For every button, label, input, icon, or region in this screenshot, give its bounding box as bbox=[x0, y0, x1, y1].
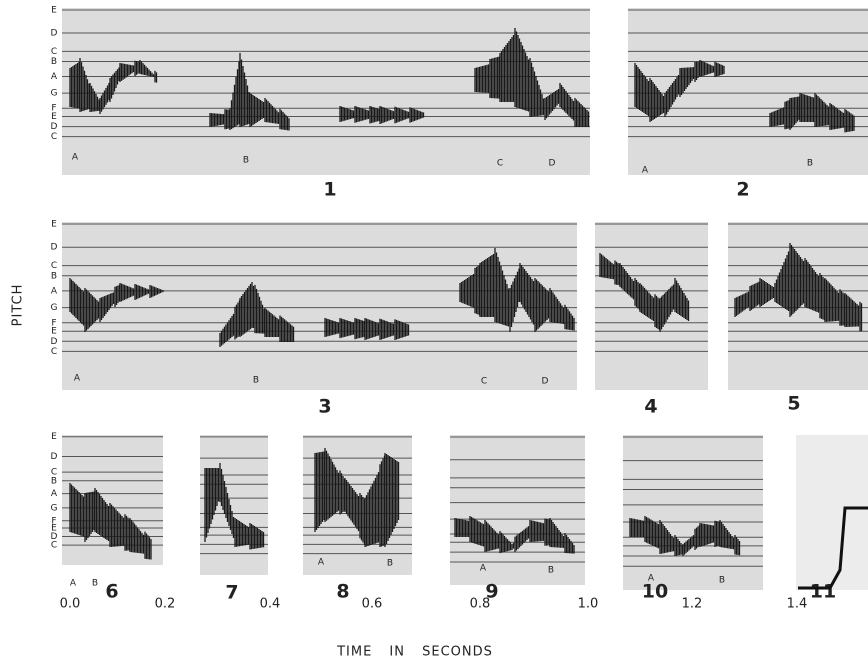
pitch-label: B bbox=[51, 57, 57, 67]
panel-number: 8 bbox=[336, 581, 349, 603]
panel-background bbox=[62, 222, 577, 390]
segment-label: A bbox=[480, 564, 487, 574]
segment-label: C bbox=[481, 377, 487, 387]
panel-number: 9 bbox=[485, 581, 498, 603]
panel-number: 7 bbox=[225, 582, 238, 604]
pitch-label: A bbox=[51, 489, 58, 499]
segment-label: A bbox=[70, 579, 77, 589]
panel-number: 6 bbox=[105, 581, 118, 603]
time-tick-label: 1.4 bbox=[787, 597, 808, 612]
pitch-label: G bbox=[51, 89, 58, 99]
step-trace bbox=[798, 506, 868, 590]
time-tick-label: 0.8 bbox=[470, 597, 491, 612]
segment-label: D bbox=[549, 159, 556, 169]
pitch-label: D bbox=[51, 243, 58, 253]
time-tick-label: 1.2 bbox=[682, 597, 703, 612]
pitch-label: F bbox=[51, 318, 56, 328]
pitch-label: C bbox=[51, 47, 57, 57]
pitch-label: C bbox=[51, 541, 57, 551]
panel-number: 1 bbox=[323, 179, 336, 201]
pitch-label: F bbox=[51, 104, 56, 114]
time-tick-label: 1.0 bbox=[578, 597, 599, 612]
panel-number: 2 bbox=[736, 179, 749, 201]
segment-label: A bbox=[648, 574, 655, 584]
segment-label: B bbox=[253, 376, 259, 386]
pitch-label: F bbox=[51, 516, 56, 526]
pitch-label: G bbox=[51, 503, 58, 513]
segment-label: D bbox=[542, 377, 549, 387]
panel-number: 10 bbox=[642, 581, 668, 603]
pitch-label: A bbox=[51, 72, 58, 82]
segment-label: C bbox=[497, 159, 503, 169]
panel-number: 4 bbox=[644, 396, 657, 418]
segment-label: A bbox=[318, 558, 325, 568]
time-tick-label: 0.4 bbox=[260, 597, 281, 612]
time-tick-label: 0.6 bbox=[362, 597, 383, 612]
pitch-label: B bbox=[51, 476, 57, 486]
time-tick-label: 0.0 bbox=[60, 597, 81, 612]
pitch-label: D bbox=[51, 532, 58, 542]
pitch-label: E bbox=[51, 523, 57, 533]
segment-label: B bbox=[243, 156, 249, 166]
pitch-label: E bbox=[51, 6, 57, 16]
segment-label: B bbox=[387, 559, 393, 569]
pitch-label: C bbox=[51, 132, 57, 142]
pitch-label: A bbox=[51, 286, 58, 296]
pitch-label: E bbox=[51, 112, 57, 122]
panel-number: 5 bbox=[787, 393, 800, 415]
segment-label: B bbox=[807, 159, 813, 169]
pitch-label: D bbox=[51, 29, 58, 39]
pitch-label: C bbox=[51, 261, 57, 271]
pitch-label: E bbox=[51, 432, 57, 442]
segment-label: A bbox=[72, 153, 79, 163]
segment-label: B bbox=[719, 576, 725, 586]
segment-label: A bbox=[74, 374, 81, 384]
pitch-label: G bbox=[51, 303, 58, 313]
panel-number: 3 bbox=[318, 396, 331, 418]
segment-label: A bbox=[642, 166, 649, 176]
pitch-label: E bbox=[51, 220, 57, 230]
panel-background bbox=[796, 435, 868, 590]
pitch-label: D bbox=[51, 337, 58, 347]
pitch-label: D bbox=[51, 452, 58, 462]
time-tick-label: 0.2 bbox=[155, 597, 176, 612]
pitch-label: E bbox=[51, 327, 57, 337]
segment-label: B bbox=[548, 566, 554, 576]
pitch-label: D bbox=[51, 122, 58, 132]
x-axis-label: TIME IN SECONDS bbox=[336, 645, 493, 660]
pitch-label: C bbox=[51, 468, 57, 478]
segment-label: B bbox=[92, 579, 98, 589]
pitch-label: B bbox=[51, 271, 57, 281]
y-axis-label: PITCH bbox=[11, 284, 26, 327]
pitch-label: C bbox=[51, 347, 57, 357]
